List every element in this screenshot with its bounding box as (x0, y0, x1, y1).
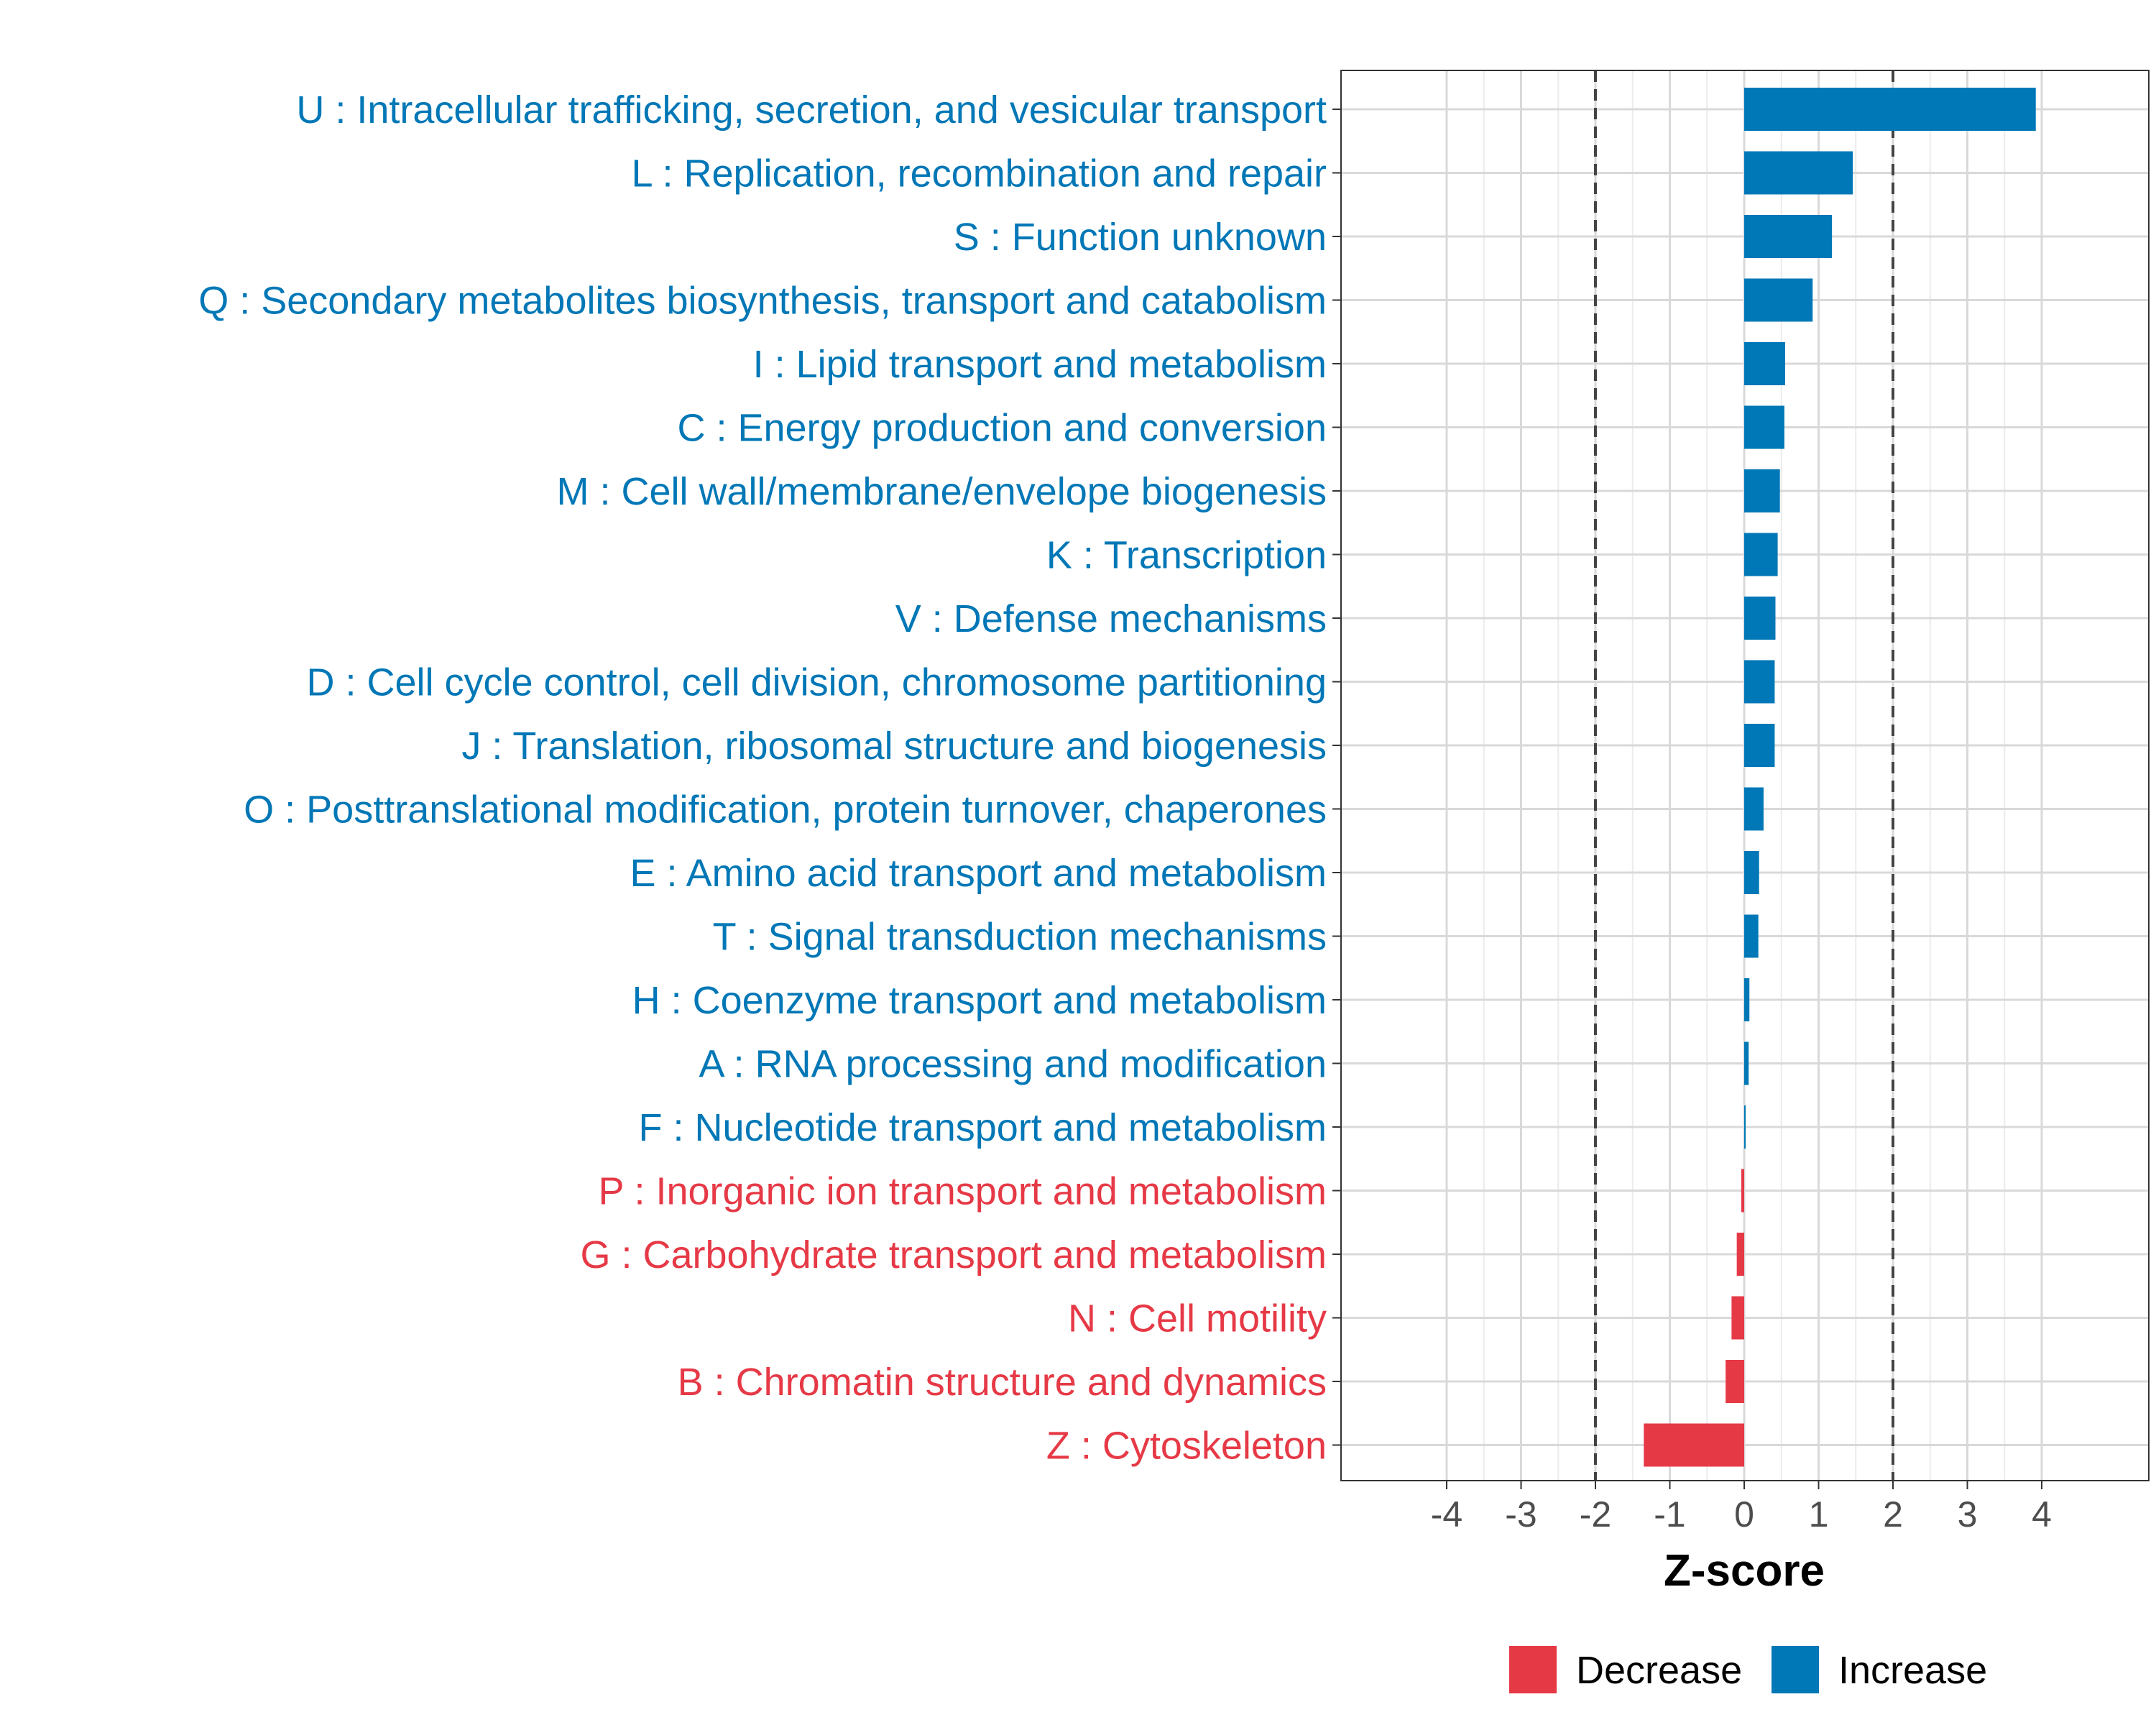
bar (1744, 405, 1784, 449)
category-label: L : Replication, recombination and repai… (631, 152, 1327, 196)
bar (1744, 151, 1853, 195)
category-label: O : Posttranslational modification, prot… (244, 788, 1327, 832)
bar (1644, 1423, 1744, 1467)
category-label: D : Cell cycle control, cell division, c… (306, 661, 1327, 704)
category-label: U : Intracellular trafficking, secretion… (296, 88, 1327, 132)
x-tick-label: 2 (1883, 1494, 1903, 1535)
category-label: S : Function unknown (954, 216, 1327, 259)
x-tick-label: 4 (2032, 1494, 2052, 1535)
legend-label: Decrease (1576, 1649, 1742, 1692)
category-label: F : Nucleotide transport and metabolism (639, 1106, 1327, 1149)
legend-label: Increase (1838, 1649, 1987, 1692)
x-axis-title: Z-score (1664, 1546, 1825, 1596)
category-label: M : Cell wall/membrane/envelope biogenes… (556, 470, 1327, 513)
bar (1741, 1169, 1744, 1213)
category-label: I : Lipid transport and metabolism (753, 343, 1327, 386)
bar (1744, 88, 2036, 131)
legend-swatch (1772, 1646, 1819, 1693)
category-label: Q : Secondary metabolites biosynthesis, … (198, 280, 1327, 323)
category-label: P : Inorganic ion transport and metaboli… (598, 1170, 1327, 1213)
bar (1744, 724, 1775, 767)
y-axis-labels: U : Intracellular trafficking, secretion… (198, 88, 1327, 1468)
category-label: J : Translation, ribosomal structure and… (461, 724, 1327, 768)
category-label: C : Energy production and conversion (677, 407, 1327, 450)
category-label: T : Signal transduction mechanisms (713, 916, 1327, 959)
x-tick-label: -2 (1580, 1494, 1611, 1535)
category-label: Z : Cytoskeleton (1046, 1425, 1327, 1468)
legend-swatch (1509, 1646, 1557, 1693)
x-tick-label: 1 (1809, 1494, 1829, 1535)
bar (1744, 787, 1764, 831)
category-label: N : Cell motility (1068, 1297, 1327, 1340)
category-label: K : Transcription (1046, 534, 1327, 577)
category-label: B : Chromatin structure and dynamics (678, 1361, 1327, 1404)
x-tick-label: 3 (1958, 1494, 1978, 1535)
y-axis-ticks (1332, 109, 1341, 1446)
x-axis-ticks (1446, 1481, 2042, 1489)
grid-lines (1341, 70, 2149, 1481)
bar (1744, 1105, 1746, 1149)
bar (1744, 469, 1780, 512)
reference-lines (1594, 70, 1894, 1481)
bar (1744, 597, 1776, 640)
bar (1744, 660, 1775, 704)
bar (1726, 1360, 1744, 1403)
bar (1744, 978, 1750, 1021)
bar (1736, 1233, 1744, 1276)
bar (1744, 533, 1778, 576)
category-label: G : Carbohydrate transport and metabolis… (581, 1233, 1327, 1276)
bar (1744, 342, 1785, 385)
bar (1744, 851, 1759, 894)
category-label: V : Defense mechanisms (895, 597, 1327, 640)
x-tick-label: -4 (1431, 1494, 1462, 1535)
x-tick-label: -1 (1654, 1494, 1685, 1535)
bar (1744, 1041, 1749, 1085)
bar (1744, 278, 1813, 322)
category-label: H : Coenzyme transport and metabolism (632, 979, 1327, 1022)
bar (1731, 1296, 1744, 1340)
bar (1744, 215, 1833, 258)
x-tick-label: -3 (1505, 1494, 1537, 1535)
legend: Decrease Increase (1509, 1646, 1987, 1693)
x-axis-labels: -4 -3 -2 -1 0 1 2 3 4 (1431, 1494, 2052, 1535)
bars (1644, 88, 2036, 1467)
bar (1744, 914, 1759, 958)
x-tick-label: 0 (1734, 1494, 1754, 1535)
category-label: A : RNA processing and modification (699, 1043, 1327, 1086)
category-label: E : Amino acid transport and metabolism (630, 852, 1327, 895)
